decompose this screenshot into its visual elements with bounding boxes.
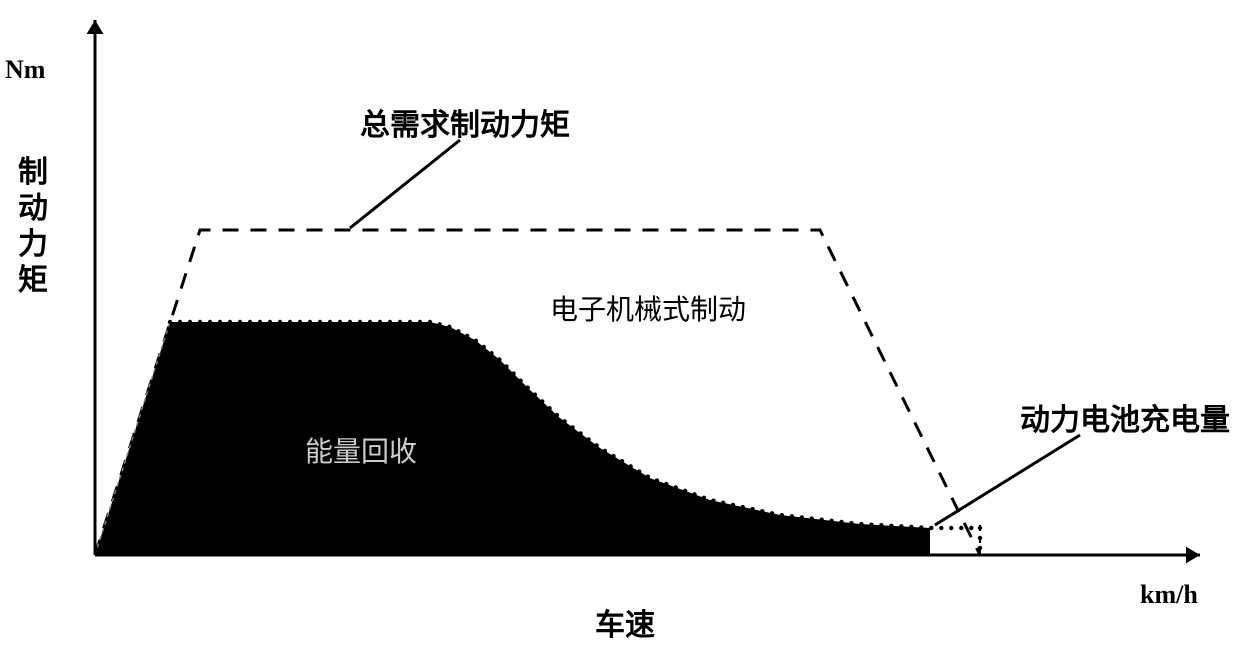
diagram-svg — [0, 0, 1240, 671]
diagram-stage: Nm 制动力矩 km/h 车速 总需求制动力矩 动力电池充电量 电子机械式制动 … — [0, 0, 1240, 671]
upper-region-label: 电子机械式制动 — [550, 288, 746, 328]
total-torque-label: 总需求制动力矩 — [360, 100, 570, 144]
fill-region-label: 能量回收 — [305, 430, 417, 470]
x-axis-label: 车速 — [595, 600, 655, 644]
y-axis-label: 制动力矩 — [15, 155, 51, 299]
x-axis-unit: km/h — [1140, 580, 1198, 610]
battery-charge-label: 动力电池充电量 — [1020, 395, 1230, 439]
y-axis-unit: Nm — [5, 55, 45, 85]
